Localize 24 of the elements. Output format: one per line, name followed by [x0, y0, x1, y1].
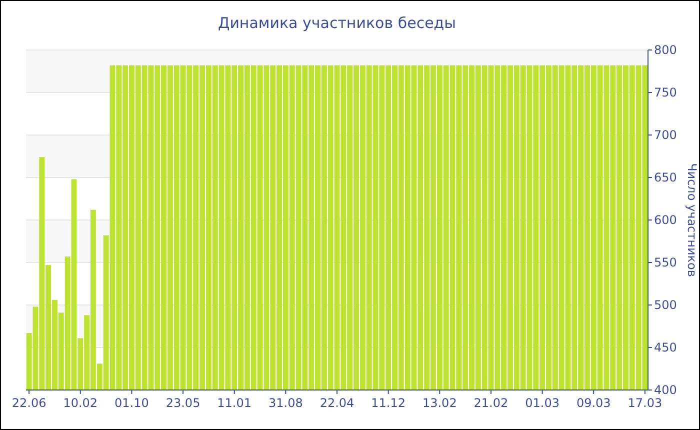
x-tick-label: 10.02: [63, 396, 98, 410]
y-tick-label: 600: [654, 213, 677, 227]
x-tick-label: 01.10: [114, 396, 149, 410]
y-tick-label: 700: [654, 128, 677, 142]
x-tick-label: 22.04: [320, 396, 354, 410]
y-tick-label: 650: [654, 170, 677, 184]
chart-title: Динамика участников беседы: [218, 14, 456, 32]
y-axis-title: Число участников: [685, 163, 699, 277]
x-tick-label: 21.02: [474, 396, 508, 410]
y-tick-label: 800: [654, 43, 677, 57]
x-tick-label: 11.01: [217, 396, 252, 410]
y-tick-label: 750: [654, 86, 677, 100]
x-tick-label: 31.08: [268, 396, 303, 410]
y-tick-label: 550: [654, 256, 677, 270]
y-tick-label: 500: [654, 298, 677, 312]
y-tick-label: 450: [654, 340, 677, 354]
y-tick-label: 400: [654, 383, 677, 397]
x-tick-label: 17.03: [628, 396, 662, 410]
x-tick-label: 23.05: [166, 396, 200, 410]
x-tick-label: 11.12: [371, 396, 406, 410]
x-tick-label: 09.03: [576, 396, 611, 410]
x-tick-label: 22.06: [12, 396, 46, 410]
x-tick-label: 01.03: [525, 396, 560, 410]
x-tick-label: 13.02: [422, 396, 457, 410]
